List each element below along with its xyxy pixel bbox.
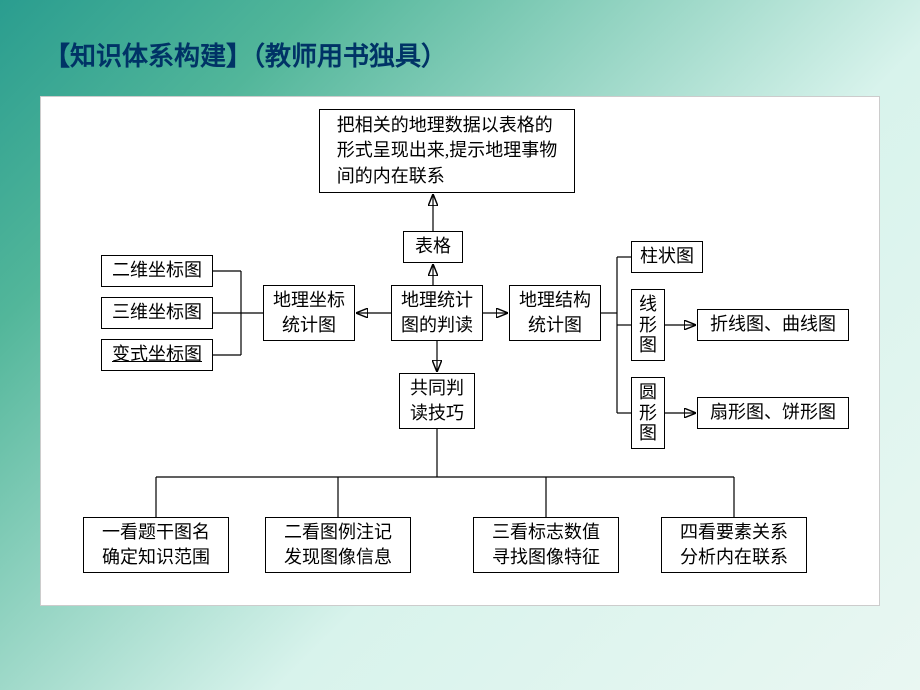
node-center: 地理统计 图的判读 bbox=[391, 285, 483, 341]
node-coord-3d: 三维坐标图 bbox=[101, 297, 213, 329]
node-coord-var: 变式坐标图 bbox=[101, 339, 213, 371]
node-common-tech: 共同判 读技巧 bbox=[399, 373, 475, 429]
node-line-types: 折线图、曲线图 bbox=[697, 309, 849, 341]
node-coord-var-label: 变式坐标图 bbox=[112, 342, 202, 367]
node-table: 表格 bbox=[403, 231, 463, 263]
node-struct-stat: 地理结构 统计图 bbox=[509, 285, 601, 341]
node-step-2: 二看图例注记 发现图像信息 bbox=[265, 517, 411, 573]
page-title: 【知识体系构建】（教师用书独具） bbox=[44, 36, 447, 73]
node-pie-types: 扇形图、饼形图 bbox=[697, 397, 849, 429]
node-line-chart: 线 形 图 bbox=[631, 289, 665, 361]
node-step-3: 三看标志数值 寻找图像特征 bbox=[473, 517, 619, 573]
diagram-container: 把相关的地理数据以表格的 形式呈现出来,提示地理事物 间的内在联系 表格 地理统… bbox=[40, 96, 880, 606]
node-top-desc: 把相关的地理数据以表格的 形式呈现出来,提示地理事物 间的内在联系 bbox=[319, 109, 575, 193]
node-bar-chart: 柱状图 bbox=[631, 241, 703, 273]
node-coord-stat: 地理坐标 统计图 bbox=[263, 285, 355, 341]
node-pie-chart: 圆 形 图 bbox=[631, 377, 665, 449]
node-coord-2d: 二维坐标图 bbox=[101, 255, 213, 287]
node-step-1: 一看题干图名 确定知识范围 bbox=[83, 517, 229, 573]
node-step-4: 四看要素关系 分析内在联系 bbox=[661, 517, 807, 573]
